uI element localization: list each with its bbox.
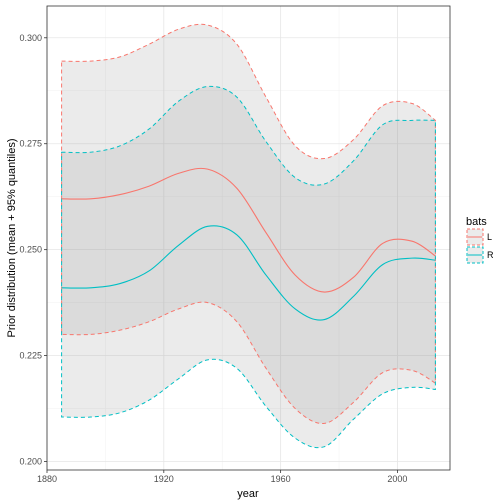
ribbon-R [61,86,436,448]
x-axis-ticks: 1880 1920 1960 2000 [37,470,407,484]
y-axis-ticks: 0.200 0.225 0.250 0.275 0.300 [19,33,47,467]
mean-line-L [61,167,436,293]
y-axis-title: Prior distribution (mean + 95% quantiles… [6,138,18,337]
legend-label-L: L [487,232,492,242]
x-tick-label: 2000 [387,474,407,484]
x-tick-label: 1880 [37,474,57,484]
y-tick-label: 0.300 [19,33,42,43]
mean-line-R [61,225,436,321]
x-axis-title: year [237,488,259,500]
quantile-bounds [61,23,436,449]
bound-L [61,23,436,424]
y-tick-label: 0.200 [19,457,42,467]
panel-background [47,6,450,470]
bound-R [61,85,436,449]
y-tick-label: 0.275 [19,139,42,149]
y-tick-label: 0.250 [19,245,42,255]
legend: bats LR [466,216,494,264]
minor-grid [47,6,450,470]
x-tick-label: 1960 [271,474,291,484]
legend-label-R: R [487,250,494,260]
panel-border [46,5,451,471]
mean-lines [61,167,436,321]
x-tick-label: 1920 [154,474,174,484]
legend-title: bats [466,216,487,228]
y-tick-label: 0.225 [19,351,42,361]
